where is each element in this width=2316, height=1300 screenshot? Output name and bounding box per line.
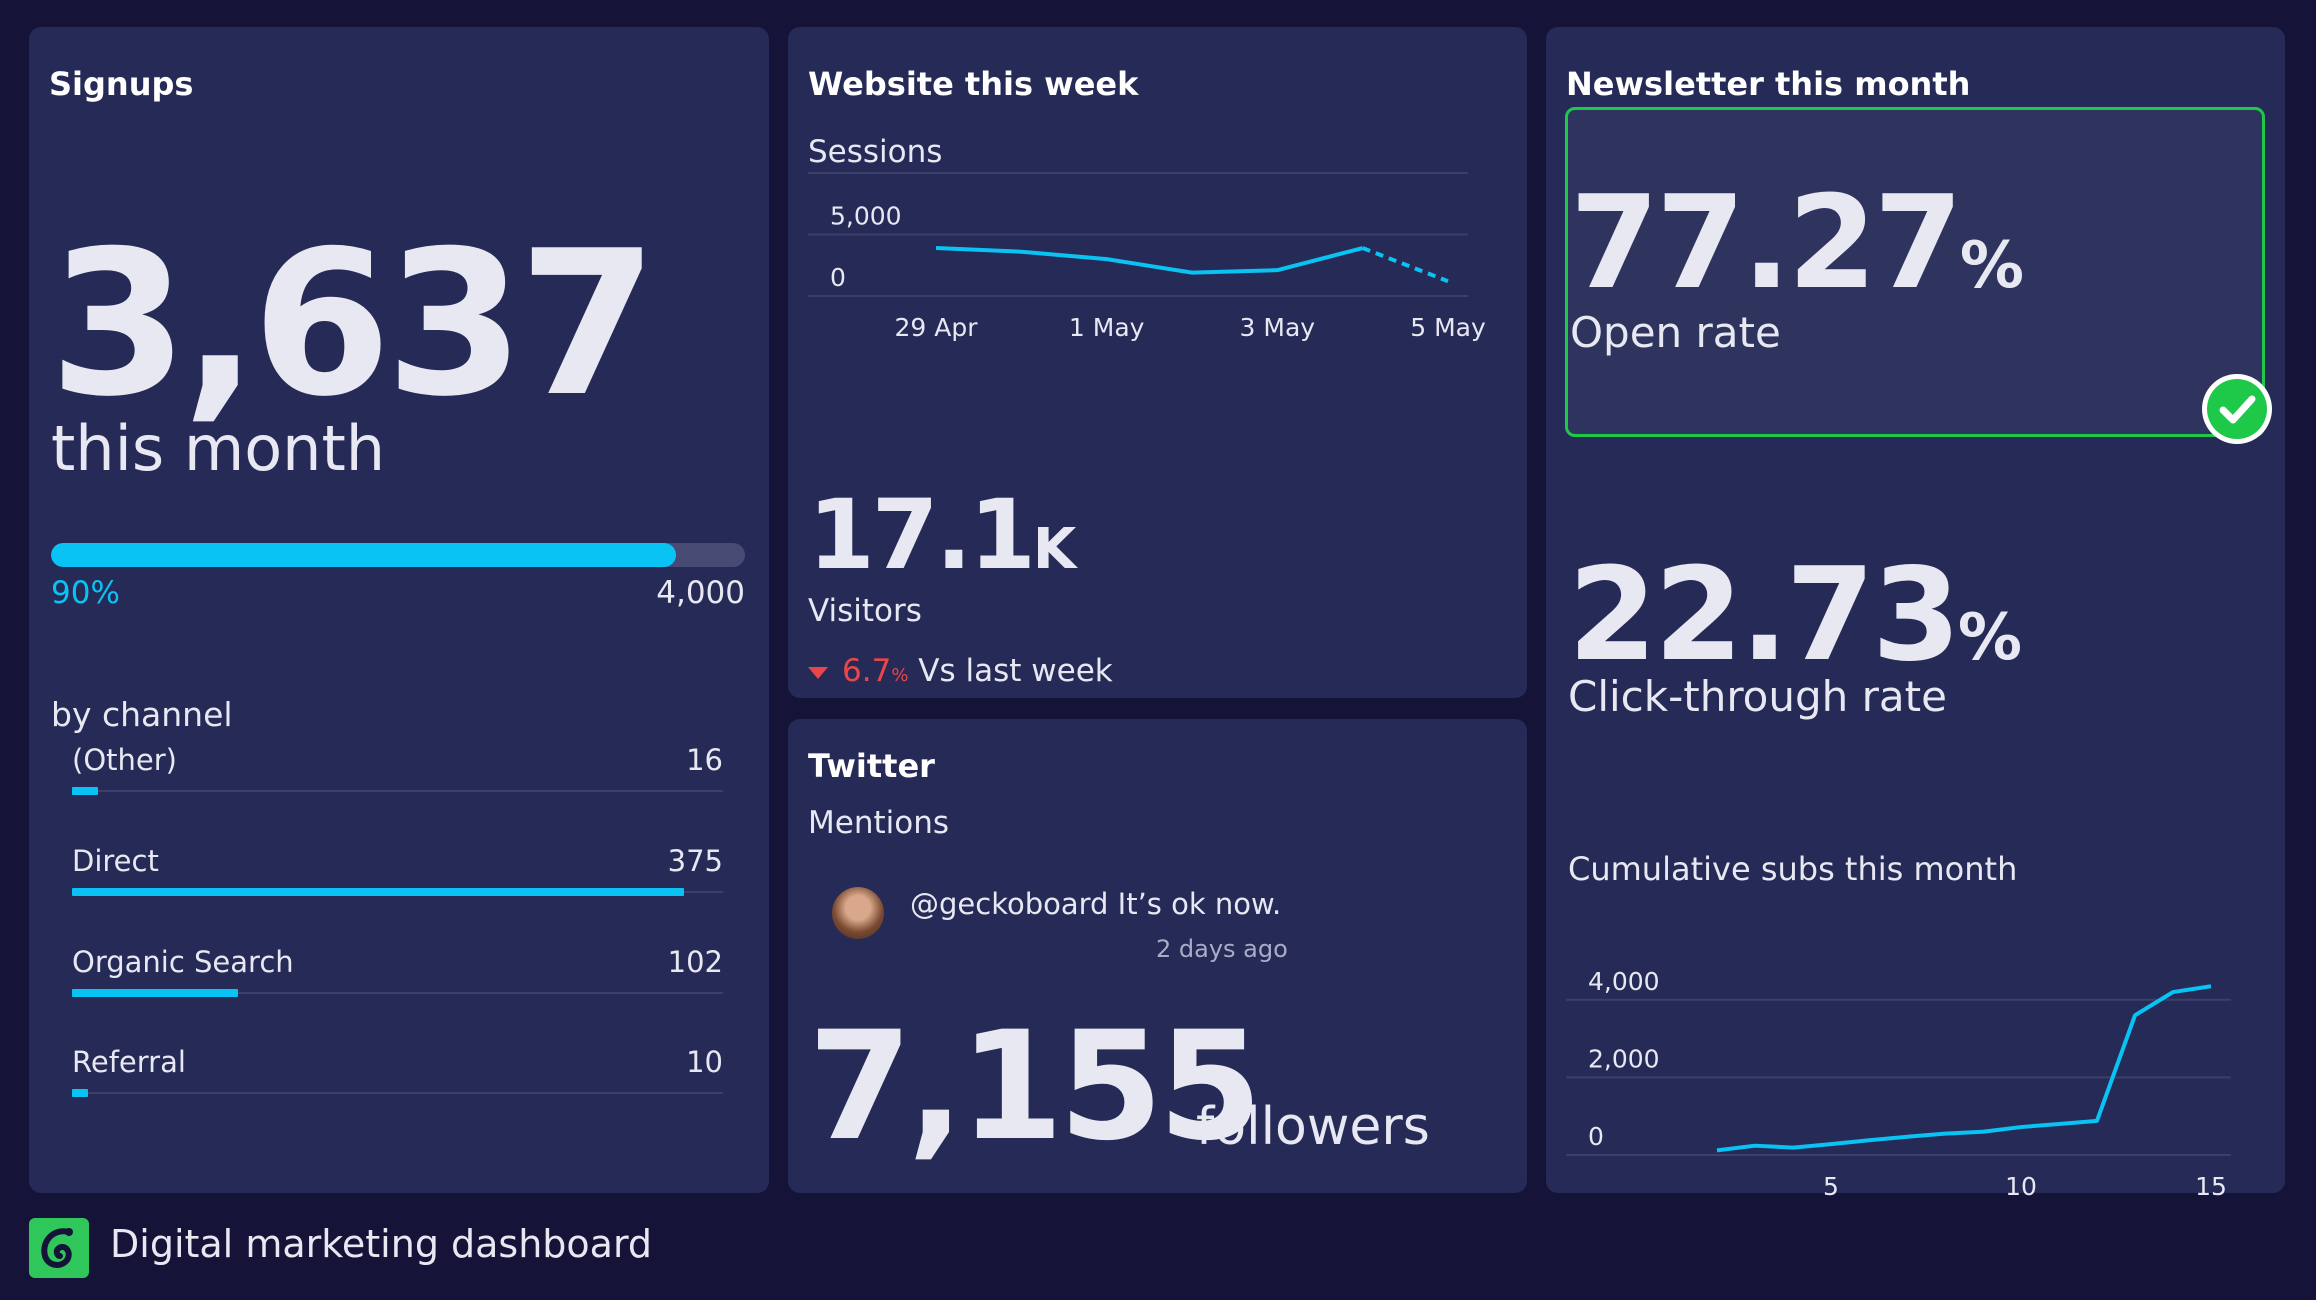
x-tick-label: 29 Apr bbox=[894, 313, 978, 342]
cumulative-label: Cumulative subs this month bbox=[1568, 850, 2018, 888]
mentions-label: Mentions bbox=[808, 805, 949, 841]
y-tick-label: 0 bbox=[830, 263, 846, 292]
visitors-suffix: K bbox=[1032, 517, 1076, 582]
y-tick-label: 2,000 bbox=[1588, 1044, 1660, 1073]
signups-goal-value: 4,000 bbox=[656, 575, 745, 611]
open-rate-box: 77.27% Open rate bbox=[1565, 107, 2265, 437]
channel-bar bbox=[72, 787, 99, 795]
mention-text: @geckoboard It’s ok now. bbox=[910, 887, 1282, 921]
down-triangle-icon bbox=[808, 666, 828, 679]
x-tick-label: 15 bbox=[2195, 1172, 2227, 1201]
signups-subtitle: this month bbox=[51, 412, 386, 485]
mention-time: 2 days ago bbox=[1156, 935, 1288, 963]
series-line bbox=[1716, 984, 2212, 1153]
twitter-title: Twitter bbox=[808, 747, 935, 785]
sessions-label: Sessions bbox=[808, 134, 943, 170]
website-card: Website this week Sessions 10,0005,00002… bbox=[788, 27, 1527, 698]
visitors-label: Visitors bbox=[808, 593, 922, 629]
signups-goal-progress bbox=[51, 543, 745, 567]
newsletter-card: Newsletter this month 77.27% Open rate 2… bbox=[1546, 27, 2285, 1201]
ctr-number: 22.73 bbox=[1568, 541, 1961, 690]
y-tick-label: 4,000 bbox=[1588, 967, 1660, 996]
followers-value: 7,155 bbox=[808, 1000, 1262, 1174]
y-tick-label: 5,000 bbox=[830, 202, 902, 231]
channel-track bbox=[72, 992, 723, 994]
by-channel-label: by channel bbox=[51, 695, 233, 734]
signups-card: Signups 3,637 this month 90% 4,000 by ch… bbox=[29, 27, 769, 1193]
channel-label: (Other) bbox=[72, 743, 177, 777]
dashboard-title: Digital marketing dashboard bbox=[110, 1222, 653, 1266]
cumulative-subs-chart: 4,000 2,000 0 5 10 15 bbox=[1566, 967, 2231, 1201]
signups-value: 3,637 bbox=[49, 208, 658, 441]
x-tick-label: 5 May bbox=[1410, 313, 1486, 342]
newsletter-title: Newsletter this month bbox=[1566, 65, 1971, 103]
change-value: 6.7 bbox=[842, 653, 892, 689]
ctr-unit: % bbox=[1957, 601, 2022, 675]
channel-value: 10 bbox=[686, 1045, 723, 1079]
channel-bar bbox=[72, 1089, 89, 1097]
website-title: Website this week bbox=[808, 65, 1139, 103]
ctr-label: Click-through rate bbox=[1568, 672, 1947, 721]
series-line bbox=[935, 246, 1364, 275]
channel-value: 375 bbox=[667, 844, 723, 878]
change-unit: % bbox=[891, 665, 909, 686]
signups-progress-percent: 90% bbox=[51, 575, 120, 611]
geckoboard-logo-icon bbox=[29, 1218, 89, 1278]
visitors-change: 6.7% Vs last week bbox=[808, 653, 1113, 689]
open-rate-value: 77.27% bbox=[1570, 180, 2024, 308]
avatar[interactable] bbox=[832, 887, 884, 939]
signups-title: Signups bbox=[49, 65, 194, 103]
visitors-value: 17.1K bbox=[808, 487, 1076, 583]
channel-bar bbox=[72, 888, 684, 896]
followers-label: followers bbox=[1196, 1097, 1430, 1157]
channel-value: 16 bbox=[686, 743, 723, 777]
channel-label: Direct bbox=[72, 844, 159, 878]
x-tick-label: 1 May bbox=[1069, 313, 1145, 342]
open-rate-label: Open rate bbox=[1570, 308, 1781, 357]
twitter-card: Twitter Mentions @geckoboard It’s ok now… bbox=[788, 719, 1527, 1193]
x-tick-label: 10 bbox=[2005, 1172, 2037, 1201]
open-rate-number: 77.27 bbox=[1570, 169, 1963, 318]
y-tick-label: 0 bbox=[1588, 1122, 1604, 1151]
change-label: Vs last week bbox=[918, 653, 1113, 689]
channel-track bbox=[72, 1092, 723, 1094]
ctr-value: 22.73% bbox=[1568, 552, 2022, 680]
series-line-forecast bbox=[1361, 246, 1449, 284]
channel-label: Organic Search bbox=[72, 945, 294, 979]
x-tick-label: 5 bbox=[1823, 1172, 1839, 1201]
open-rate-unit: % bbox=[1959, 229, 2024, 303]
channel-label: Referral bbox=[72, 1045, 186, 1079]
channel-value: 102 bbox=[667, 945, 723, 979]
check-circle-icon bbox=[2202, 374, 2272, 444]
x-tick-label: 3 May bbox=[1240, 313, 1316, 342]
signups-goal-progress-fill bbox=[51, 543, 676, 567]
channel-track bbox=[72, 790, 723, 792]
visitors-number: 17.1 bbox=[808, 479, 1036, 591]
channel-bar bbox=[72, 989, 239, 997]
